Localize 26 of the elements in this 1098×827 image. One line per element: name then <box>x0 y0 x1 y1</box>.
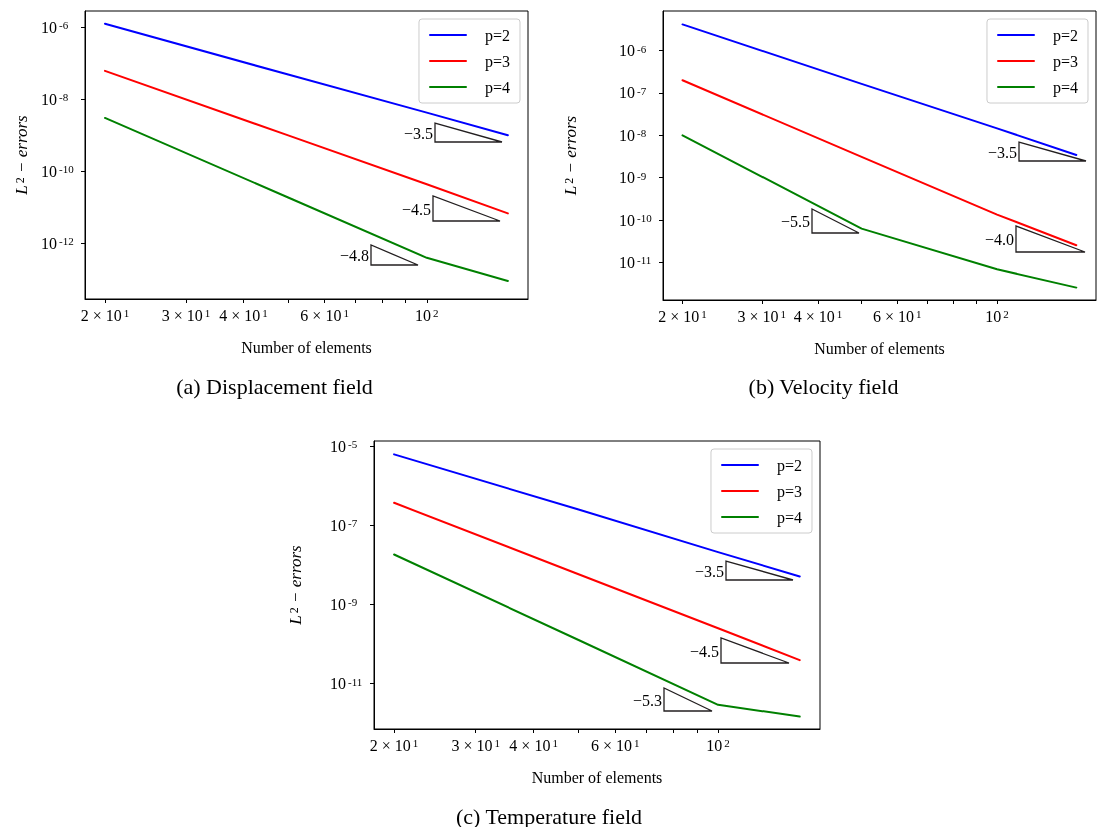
legend-label: p=3 <box>1052 52 1079 71</box>
legend-label: p=3 <box>484 52 511 71</box>
annotation: −5.3 <box>632 691 662 709</box>
y-axis-title: L2 − errors <box>286 544 305 626</box>
legend-label: p=2 <box>484 26 511 45</box>
annotation: −4.0 <box>984 231 1014 248</box>
annotation: −5.5 <box>780 213 810 230</box>
text: (b) Velocity field <box>748 373 899 399</box>
x-axis-title: Number of elements <box>814 339 945 357</box>
legend-label: p=2 <box>1052 26 1079 45</box>
legend-label: p=2 <box>776 456 803 475</box>
legend-label: p=4 <box>776 508 803 527</box>
y-axis-title: L2 − errors <box>12 114 31 196</box>
annotation: −4.5 <box>689 642 719 660</box>
annotation: −4.8 <box>339 247 369 264</box>
legend-label: p=4 <box>484 78 511 97</box>
x-axis-title: Number of elements <box>531 768 663 786</box>
annotation: −3.5 <box>694 562 724 580</box>
text: (a) Displacement field <box>176 373 373 399</box>
y-axis-title: L2 − errors <box>561 115 580 197</box>
x-axis-title: Number of elements <box>241 338 372 356</box>
annotation: −3.5 <box>403 124 433 142</box>
legend-label: p=4 <box>1052 78 1079 97</box>
legend-label: p=3 <box>776 482 803 501</box>
annotation: −3.5 <box>987 143 1017 161</box>
annotation: −4.5 <box>401 200 431 218</box>
